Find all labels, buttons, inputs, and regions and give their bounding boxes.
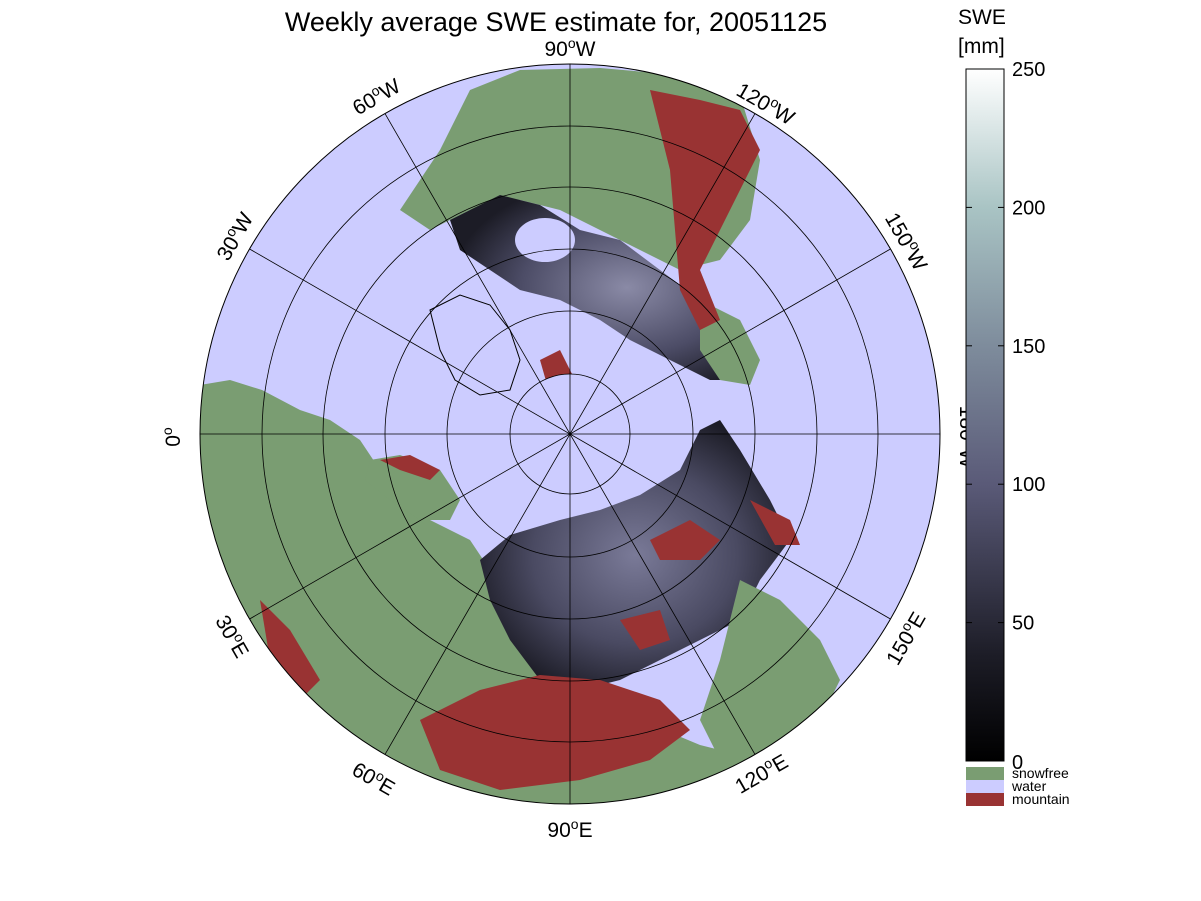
legend-label-mountain: mountain <box>1012 791 1070 807</box>
colorbar-label-line1: SWE <box>958 6 1006 29</box>
colorbar-ticks: 0 50 100 150 200 250 <box>966 59 1045 774</box>
mountain-areas <box>260 90 800 790</box>
meridian-label-0: 0o <box>159 427 185 447</box>
colorbar-tick-label: 250 <box>1012 59 1045 81</box>
map-title: Weekly average SWE estimate for, 2005112… <box>285 7 827 37</box>
legend-swatch-water <box>966 780 1004 793</box>
meridian-label-60e: 60oE <box>348 756 400 801</box>
colorbar-tick-label: 150 <box>1012 336 1045 358</box>
map-boundary <box>199 63 941 805</box>
meridian-label-90e: 90oE <box>547 816 592 842</box>
legend-label-snowfree: snowfree <box>1012 765 1069 781</box>
graticule <box>200 64 940 804</box>
colorbar-tick-label: 50 <box>1012 613 1034 635</box>
hudson-bay <box>515 218 575 262</box>
colorbar-label-line2: [mm] <box>958 35 1005 58</box>
colorbar-tick-label: 200 <box>1012 197 1045 219</box>
legend-label-water: water <box>1011 778 1047 794</box>
greenland-outline <box>429 294 521 396</box>
colorbar-ramp <box>965 68 1005 762</box>
snow-cover-eurasia <box>480 420 790 690</box>
colorbar-tick-label: 0 <box>1012 752 1023 774</box>
legend-swatch-snowfree <box>966 767 1004 780</box>
meridian-label-90w: 90oW <box>545 35 596 61</box>
legend-swatch-mountain <box>966 793 1004 806</box>
polar-map <box>200 64 940 804</box>
colorbar: SWE [mm] 0 50 100 150 200 250 <box>958 6 1045 774</box>
colorbar-tick-label: 100 <box>1012 474 1045 496</box>
